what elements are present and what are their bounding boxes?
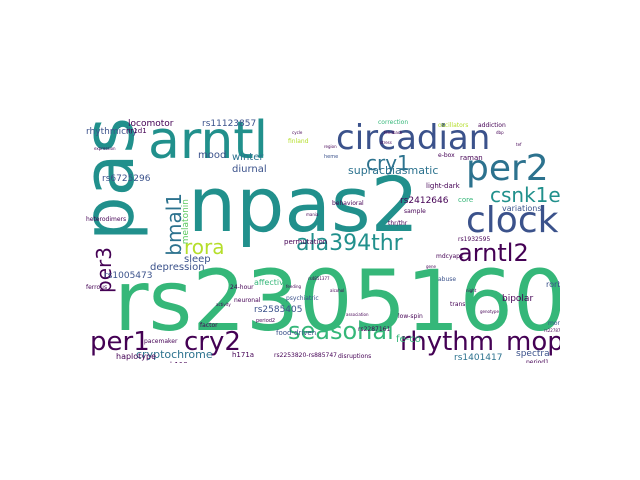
word-rs2287161: rs2287161 <box>358 326 391 333</box>
word-small-12: region <box>324 144 337 149</box>
word-cry2: cry2 <box>184 327 241 357</box>
word-cry1: cry1 <box>366 151 410 175</box>
word-rs2305160: rs2305160 <box>114 252 560 350</box>
word-oscillators: oscillators <box>438 122 469 129</box>
word-small-5: rs4851377 <box>308 276 330 281</box>
word-small-4: mania <box>306 212 319 217</box>
word-variations: variations <box>502 204 542 213</box>
word-clock: clock <box>466 200 559 241</box>
word-small-13: dbp <box>496 130 504 135</box>
word-disruptions: disruptions <box>338 353 372 360</box>
word-diurnal: diurnal <box>232 164 267 175</box>
word-thr-thr: thr/thr <box>388 220 408 227</box>
word-circadian: circadian <box>336 118 491 158</box>
word-mop4: mop4 <box>506 327 560 357</box>
word-24-hour: 24-hour <box>230 284 254 291</box>
word-winter: winter <box>232 152 264 163</box>
word-locomotor: locomotor <box>128 119 174 129</box>
word-small-1: heme <box>324 154 339 160</box>
word-rora: rora <box>184 235 225 259</box>
word-arntl2: arntl2 <box>458 239 529 267</box>
word-small-3: feedback <box>384 130 403 135</box>
word-rs1005473: rs1005473 <box>104 271 153 281</box>
word-suprachiasmatic: suprachiasmatic <box>348 164 439 177</box>
word-rs6725296: rs6725296 <box>102 174 151 184</box>
word-rs2412646: rs2412646 <box>400 196 449 206</box>
word-depression: depression <box>150 262 205 273</box>
word-cryptochrome: cryptochrome <box>136 348 213 361</box>
word-sleep: sleep <box>184 254 211 265</box>
word-spectra: spectra <box>516 349 550 359</box>
word-permutation: permutation <box>284 238 328 246</box>
word-rhythm: rhythm <box>400 327 495 357</box>
word-small-0: rs2278749 <box>544 328 560 333</box>
word-rs11123857: rs11123857 <box>202 119 257 129</box>
word-rs2585405: rs2585405 <box>254 305 303 315</box>
word-addiction: addiction <box>478 122 506 129</box>
word-seasonal: seasonal <box>288 317 394 345</box>
word-cloud: npas2 rs2305160 pas arntl circadian per2… <box>80 117 560 363</box>
word-ala394thr: ala394thr <box>296 231 403 256</box>
word-finland: finland <box>288 138 309 145</box>
word-factor: factor <box>200 322 218 329</box>
word-small-14: night <box>466 288 477 293</box>
word-correction: correction <box>378 119 409 126</box>
word-bipolar: bipolar <box>502 294 534 304</box>
word-rhythmicity: rhythmicity <box>86 127 138 137</box>
word-per2: per2 <box>466 148 549 189</box>
word-monoxide: monoxide <box>548 320 560 327</box>
word-small-15: stress <box>380 140 392 145</box>
word-arntl: arntl <box>148 117 269 171</box>
word-affective: affective <box>254 278 289 287</box>
word-pacemaker: pacemaker <box>144 338 178 345</box>
word-mdcyap1: mdcyap1 <box>436 253 464 260</box>
word-fe-co: fe-co <box>396 334 421 345</box>
word-haplotype: haplotype <box>116 352 157 361</box>
word-heterodimers: heterodimers <box>86 216 127 223</box>
word-mood: mood <box>198 150 227 161</box>
word-light-dark: light-dark <box>426 182 460 190</box>
word-small-7: alcohol <box>330 288 345 293</box>
word-small-16: tef <box>516 142 522 147</box>
word-csnk1e: csnk1e <box>490 183 560 207</box>
word-small-17: association <box>346 312 369 317</box>
word-small-2: genotype <box>480 309 499 314</box>
word-core: core <box>458 196 474 204</box>
word-psychiatric: psychiatric <box>286 295 319 302</box>
word-period2: period2 <box>256 318 276 324</box>
word-trans: trans <box>450 301 466 308</box>
word-ferrous: ferrous <box>86 284 108 291</box>
word-nr1d1: nr1d1 <box>126 127 147 135</box>
word-rs2253820: rs2253820-rs885747 <box>274 352 337 359</box>
word-rs1932595: rs1932595 <box>458 236 491 243</box>
word-period1: period1 <box>526 359 549 364</box>
word-raman: raman <box>460 154 483 162</box>
word-npas2: npas2 <box>188 160 419 249</box>
word-e-box: e-box <box>438 152 455 159</box>
word-abuse: abuse <box>438 276 457 283</box>
word-small-9: cycle <box>292 130 303 135</box>
word-neuronal: neuronal <box>234 297 261 304</box>
word-rs1401417: rs1401417 <box>454 353 503 363</box>
word-rorb: rorb <box>546 280 560 289</box>
word-behavioral: behavioral <box>332 200 364 207</box>
word-small-11: expression <box>94 146 116 151</box>
word-h171a: h171a <box>232 351 255 359</box>
word-h119a: h119a <box>170 362 192 364</box>
word-small-6: gene <box>426 264 436 269</box>
word-per1: per1 <box>90 327 150 357</box>
word-low-spin: low-spin <box>398 313 423 320</box>
word-food-driven: food-driven <box>276 329 317 337</box>
word-small-10: feeding <box>286 284 302 289</box>
word-sample: sample <box>404 208 426 215</box>
word-small-8: activity <box>216 302 231 307</box>
word-melatonin: melatonin <box>181 199 191 245</box>
